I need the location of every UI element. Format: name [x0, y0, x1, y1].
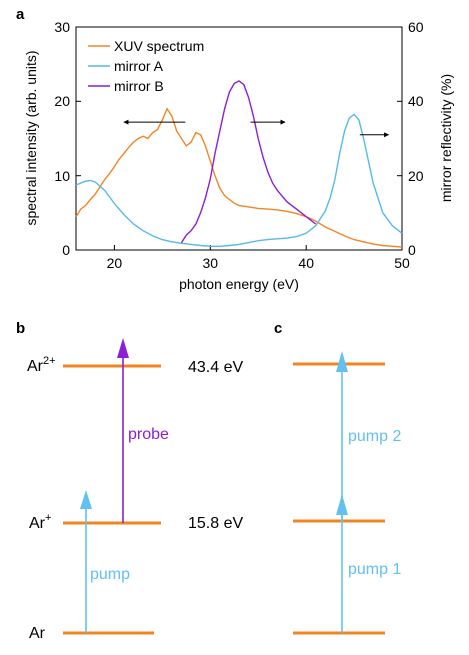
y-axis-left: 0 10 20 30 spectral intensity (arb. unit… [23, 19, 81, 258]
axis-indicator-arrows [123, 119, 390, 138]
y-left-ticklabel: 10 [54, 168, 70, 184]
pump2-arrow-head [336, 351, 348, 372]
y-axis-right: 0 20 40 60 mirror reflectivity (%) [397, 19, 454, 258]
x-ticklabel: 30 [203, 255, 219, 271]
y-right-ticklabel: 0 [408, 242, 416, 258]
y-left-ticklabel: 0 [62, 242, 70, 258]
series-layer [75, 80, 403, 248]
plot-frame [75, 26, 403, 251]
pump-arrow-head [80, 490, 92, 509]
legend: XUV spectrum mirror A mirror B [88, 38, 204, 94]
panel-label-c: c [274, 320, 282, 337]
panel-b: b Ar2+ Ar+ Ar 43.4 eV 15.8 eV pump probe [16, 320, 243, 642]
x-ticklabel: 40 [298, 255, 314, 271]
y-axis-right-label: mirror reflectivity (%) [438, 74, 454, 202]
panel-c: c pump 1 pump 2 [274, 320, 401, 635]
y-left-ticklabel: 20 [54, 93, 70, 109]
energy-value-upper: 43.4 eV [188, 359, 243, 376]
series-line-xuv-spectrum [75, 107, 403, 248]
x-axis-label: photon energy (eV) [179, 276, 299, 292]
level-label-arplus: Ar+ [29, 512, 51, 532]
energy-value-middle: 15.8 eV [188, 515, 243, 532]
x-ticklabel: 50 [394, 255, 410, 271]
y-left-ticklabel: 30 [54, 19, 70, 35]
x-ticklabel: 20 [107, 255, 123, 271]
probe-label: probe [128, 426, 169, 443]
pump2-label: pump 2 [348, 428, 401, 445]
level-label-ar: Ar [29, 625, 46, 642]
level-label-ar2plus: Ar2+ [27, 355, 56, 375]
panel-a: a 0 10 20 30 spectral intensity (arb. un… [16, 6, 454, 292]
legend-label-mirror-b: mirror B [114, 78, 164, 94]
y-right-ticklabel: 20 [408, 168, 424, 184]
legend-label-mirror-a: mirror A [114, 58, 164, 74]
legend-label-xuv: XUV spectrum [114, 38, 204, 54]
pump-label: pump [90, 566, 130, 583]
probe-arrow-head [117, 338, 129, 358]
y-right-ticklabel: 60 [408, 19, 424, 35]
pump1-label: pump 1 [348, 561, 401, 578]
y-axis-left-label: spectral intensity (arb. units) [23, 50, 39, 225]
panel-label-b: b [16, 320, 25, 337]
series-line-mirror-a [75, 113, 403, 247]
series-line-mirror-b [180, 80, 317, 243]
x-axis: 20 30 40 50 photon energy (eV) [107, 245, 410, 292]
panel-label-a: a [16, 6, 25, 23]
y-right-ticklabel: 40 [408, 93, 424, 109]
